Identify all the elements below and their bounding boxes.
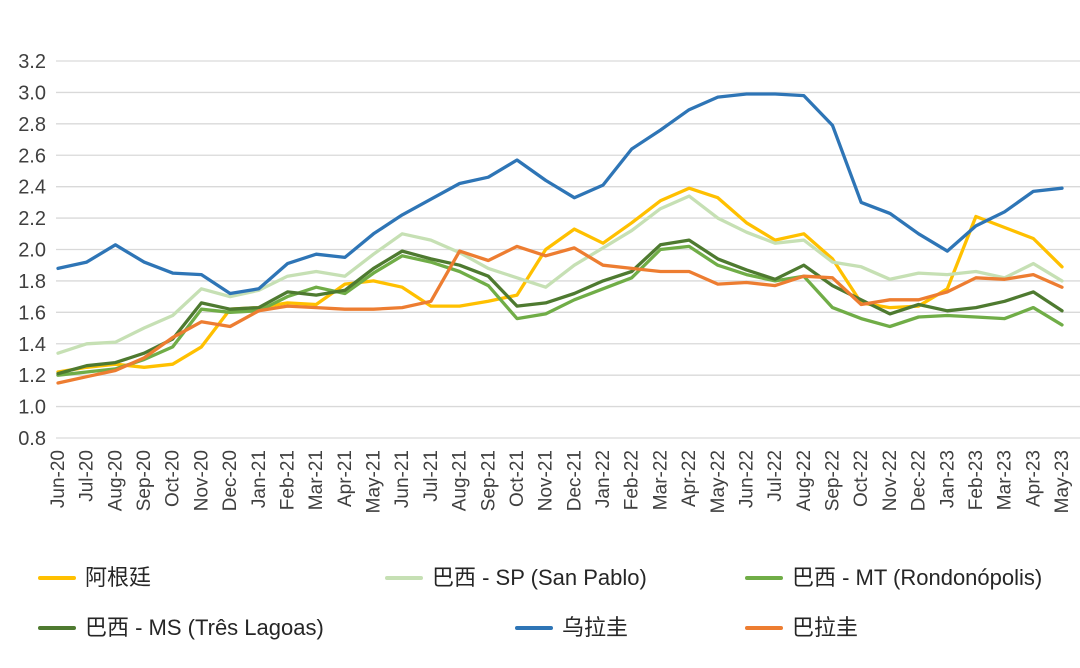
x-axis-tick-label: Jan-22	[593, 450, 614, 508]
x-axis-tick-label: Feb-22	[622, 450, 643, 510]
x-axis-tick-label: Apr-23	[1023, 450, 1044, 507]
x-axis-tick-label: Feb-23	[966, 450, 987, 510]
legend-dash-icon	[38, 626, 76, 630]
y-axis-tick-label: 0.8	[18, 428, 46, 450]
legend-row-1: 阿根廷 巴西 - SP (San Pablo) 巴西 - MT (Rondonópo…	[0, 563, 1080, 593]
x-axis-tick-label: Mar-23	[995, 450, 1016, 510]
series-line	[56, 92, 1064, 296]
legend-label: 巴西 - MT (Rondonópolis)	[792, 565, 1043, 590]
x-axis-tick-label: May-22	[708, 450, 729, 513]
legend-item: 乌拉圭	[515, 613, 628, 643]
y-axis-tick-label: 1.8	[18, 271, 46, 293]
legend-label: 巴西 - MS (Três Lagoas)	[85, 615, 324, 640]
x-axis-tick-label: Jul-22	[765, 450, 786, 502]
legend-label: 乌拉圭	[562, 615, 629, 640]
legend-item: 阿根廷	[38, 563, 151, 593]
legend-item: 巴拉圭	[745, 613, 858, 643]
x-axis-tick-label: May-23	[1052, 450, 1073, 513]
y-axis-tick-label: 2.6	[18, 145, 46, 167]
x-axis-tick-label: Sep-20	[134, 450, 155, 511]
y-axis-tick-label: 1.2	[18, 365, 46, 387]
series-line	[56, 194, 1064, 355]
x-axis-tick-label: Oct-22	[851, 450, 872, 507]
y-axis-tick-label: 1.0	[18, 397, 46, 419]
x-axis-tick-label: Jul-21	[421, 450, 442, 502]
x-axis-tick-label: Jan-21	[249, 450, 270, 508]
x-axis-tick-label: Sep-21	[478, 450, 499, 511]
legend-label: 巴西 - SP (San Pablo)	[432, 565, 647, 590]
x-axis-tick-label: Jan-23	[937, 450, 958, 508]
series-line	[56, 238, 1064, 376]
x-axis-tick-label: Jul-20	[77, 450, 98, 502]
chart-plot-area: 3.23.02.82.62.42.22.01.81.61.41.21.00.8J…	[18, 51, 1080, 513]
legend-item: 巴西 - MS (Três Lagoas)	[38, 613, 324, 643]
legend-dash-icon	[745, 576, 783, 580]
x-axis-tick-label: Mar-22	[650, 450, 671, 510]
x-axis-tick-label: Aug-21	[450, 450, 471, 511]
x-axis-tick-label: Feb-21	[277, 450, 298, 510]
legend-dash-icon	[38, 576, 76, 580]
y-axis-tick-label: 3.2	[18, 51, 46, 73]
legend-row-2: 巴西 - MS (Três Lagoas) 乌拉圭 巴拉圭	[0, 613, 1080, 643]
x-axis-tick-label: Nov-21	[536, 450, 557, 511]
series-line	[56, 244, 1064, 377]
x-axis-tick-label: Aug-20	[105, 450, 126, 511]
x-axis-tick-label: Aug-22	[794, 450, 815, 511]
x-axis-tick-label: Dec-20	[220, 450, 241, 511]
x-axis-tick-label: Dec-22	[909, 450, 930, 511]
legend-item: 巴西 - MT (Rondonópolis)	[745, 563, 1042, 593]
series-line	[56, 186, 1064, 374]
series-line	[56, 244, 1064, 385]
y-axis-tick-label: 2.2	[18, 208, 46, 230]
legend-label: 阿根廷	[85, 565, 152, 590]
legend-dash-icon	[385, 576, 423, 580]
x-axis-tick-label: Nov-20	[191, 450, 212, 511]
y-axis-tick-label: 1.6	[18, 302, 46, 324]
x-axis-tick-label: Oct-20	[163, 450, 184, 507]
x-axis-tick-label: Apr-21	[335, 450, 356, 507]
x-axis-tick-label: Oct-21	[507, 450, 528, 507]
legend-dash-icon	[515, 626, 553, 630]
y-axis-tick-label: 2.4	[18, 177, 46, 199]
x-axis-tick-label: Sep-22	[823, 450, 844, 511]
legend-dash-icon	[745, 626, 783, 630]
x-axis-tick-label: Dec-21	[564, 450, 585, 511]
legend-label: 巴拉圭	[792, 615, 859, 640]
x-axis-tick-label: Nov-22	[880, 450, 901, 511]
y-axis-tick-label: 2.8	[18, 114, 46, 136]
y-axis-tick-label: 1.4	[18, 334, 46, 356]
y-axis-tick-label: 2.0	[18, 240, 46, 262]
y-axis-tick-label: 3.0	[18, 82, 46, 104]
x-axis-tick-label: Mar-21	[306, 450, 327, 510]
x-axis-tick-label: Jun-22	[736, 450, 757, 508]
x-axis-tick-label: Jun-21	[392, 450, 413, 508]
legend-item: 巴西 - SP (San Pablo)	[385, 563, 647, 593]
x-axis-tick-label: Jun-20	[48, 450, 69, 508]
x-axis-tick-label: Apr-22	[679, 450, 700, 507]
x-axis-tick-label: May-21	[364, 450, 385, 513]
